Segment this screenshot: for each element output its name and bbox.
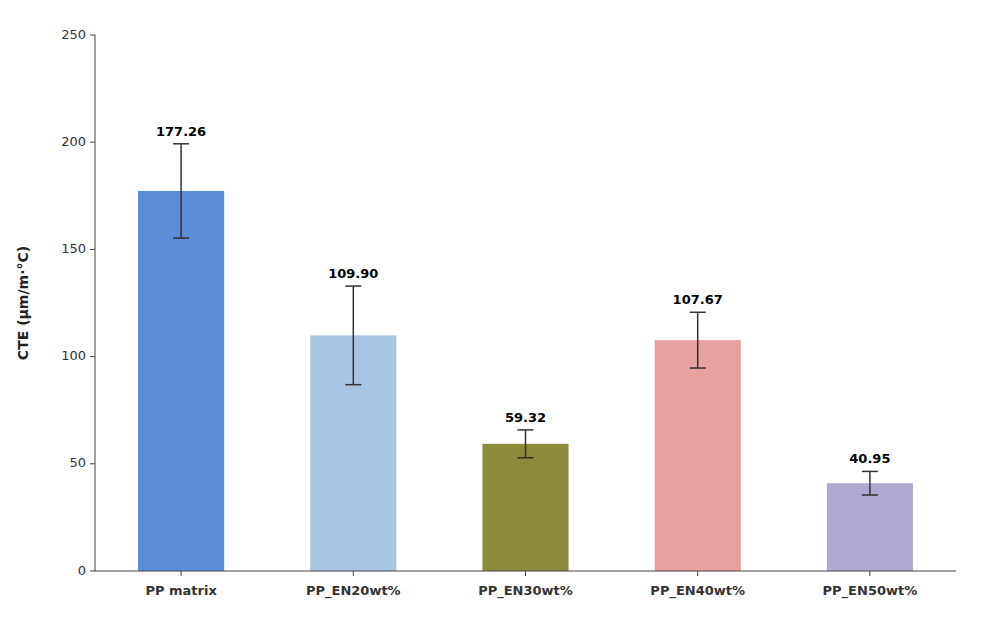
x-tick-label: PP_EN40wt% [650, 583, 745, 599]
data-label: 59.32 [505, 410, 546, 425]
y-tick [90, 571, 95, 572]
bar [827, 483, 913, 571]
data-labels: 177.26 109.90 59.32 107.67 40.95 [156, 124, 890, 467]
x-tick [353, 571, 354, 576]
error-line [869, 471, 871, 495]
error-cap [690, 312, 706, 314]
y-tick [90, 142, 95, 143]
error-bar [173, 144, 189, 238]
error-cap [862, 471, 878, 473]
error-line [180, 144, 182, 238]
error-cap [518, 457, 534, 459]
error-cap [518, 429, 534, 431]
error-line [353, 286, 355, 385]
x-tick-label: PP_EN30wt% [478, 583, 573, 599]
error-cap [173, 143, 189, 145]
error-cap [345, 285, 361, 287]
y-tick-label: 150 [61, 241, 86, 256]
bar [482, 444, 568, 571]
x-tick [869, 571, 870, 576]
x-tick-label: PP_EN20wt% [306, 583, 401, 599]
error-cap [862, 494, 878, 496]
error-bar [345, 286, 361, 385]
error-cap [345, 384, 361, 386]
chart: 0 50 100 150 200 250 PP matrix PP_EN20wt% PP_EN3… [0, 0, 981, 641]
y-tick [90, 463, 95, 464]
data-label: 107.67 [673, 292, 723, 307]
data-label: 109.90 [328, 266, 378, 281]
y-tick-label: 200 [61, 134, 86, 149]
marks [138, 144, 913, 571]
y-tick-label: 50 [69, 455, 86, 470]
y-tick [90, 35, 95, 36]
y-tick-label: 0 [78, 563, 86, 578]
data-label: 177.26 [156, 124, 206, 139]
error-bar [862, 471, 878, 495]
y-axis-line [95, 35, 96, 571]
error-cap [173, 237, 189, 239]
y-axis-label: CTE (μm/m·°C) [15, 246, 31, 360]
x-tick-label: PP matrix [145, 583, 217, 598]
error-cap [690, 367, 706, 369]
error-line [697, 312, 699, 368]
x-tick-label: PP_EN50wt% [823, 583, 918, 599]
bar [655, 340, 741, 571]
data-label: 40.95 [849, 451, 890, 466]
y-tick-label: 100 [61, 348, 86, 363]
y-tick [90, 249, 95, 250]
y-tick-label: 250 [61, 27, 86, 42]
x-tick [181, 571, 182, 576]
x-tick [525, 571, 526, 576]
error-bar [690, 312, 706, 368]
axes: 0 50 100 150 200 250 PP matrix PP_EN20wt% PP_EN3… [61, 27, 956, 600]
error-bar [518, 430, 534, 458]
x-tick [697, 571, 698, 576]
bar [138, 191, 224, 571]
error-line [525, 430, 527, 458]
y-tick [90, 356, 95, 357]
